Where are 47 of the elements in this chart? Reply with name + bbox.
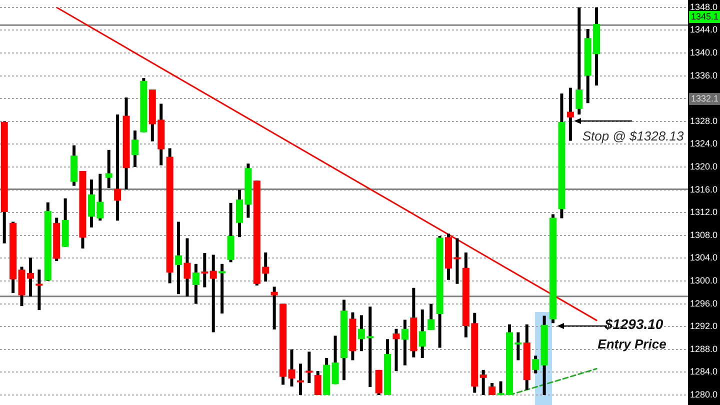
candlestick	[296, 364, 304, 395]
y-tick-label: 1316.0	[690, 184, 718, 194]
candlestick	[131, 130, 138, 167]
candlestick	[576, 7, 583, 115]
candlestick	[114, 114, 122, 221]
candlestick	[401, 320, 408, 366]
y-tick-label: 1344.0	[690, 24, 718, 35]
candlestick	[375, 370, 382, 395]
candlestick	[314, 371, 322, 395]
y-tick-label: 1288.0	[690, 344, 718, 354]
candlestick	[270, 286, 278, 330]
y-tick-label: 1336.0	[690, 70, 718, 80]
candlestick	[105, 150, 112, 188]
y-tick-label: 1284.0	[690, 366, 718, 377]
y-tick-label: 1340.0	[690, 47, 718, 58]
candlestick	[532, 356, 540, 374]
y-tick-label: 1308.0	[690, 230, 718, 240]
y-tick-label: 1292.0	[690, 321, 718, 332]
y-tick-label: 1348.0	[690, 2, 718, 12]
candlestick	[201, 253, 208, 288]
y-tick-label: 1296.0	[690, 298, 718, 308]
candlestick	[566, 88, 574, 141]
y-tick-label: 1304.0	[690, 252, 718, 263]
annotation: Entry Price	[598, 336, 666, 352]
y-tick-label: 1300.0	[690, 275, 718, 286]
candlestick	[480, 370, 487, 395]
y-tick-label: 1324.0	[690, 138, 718, 149]
candlestick	[332, 336, 339, 384]
y-tick-label: 1320.0	[690, 161, 718, 172]
candlestick	[210, 254, 217, 332]
candlestick	[418, 310, 426, 358]
candlestick	[392, 328, 400, 372]
candlestick	[175, 222, 182, 294]
candlestick	[306, 352, 313, 384]
candlestick	[227, 202, 234, 262]
y-tick-label: 1312.0	[690, 207, 718, 218]
candlestick	[218, 264, 226, 314]
annotation: Stop @ $1328.13	[582, 128, 684, 144]
candlestick	[36, 270, 43, 310]
y-tick-label: 1328.0	[690, 116, 718, 126]
candlestick	[428, 304, 435, 330]
y-tick-label: 1280.0	[690, 389, 718, 400]
candlestick	[192, 264, 200, 304]
text: 1345.1	[691, 11, 719, 22]
candlestick	[184, 238, 191, 296]
text: 1332.1	[691, 93, 719, 104]
annotation: $1293.10	[604, 316, 664, 332]
